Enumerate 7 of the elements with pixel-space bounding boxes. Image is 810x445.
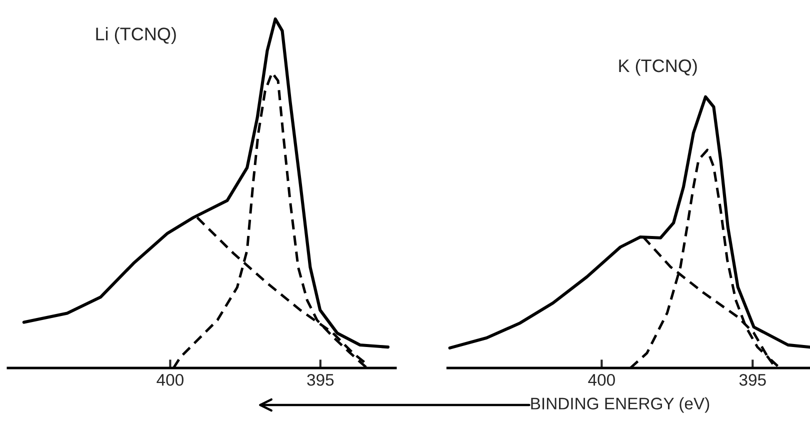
- chart-title: Li (TCNQ): [96, 27, 176, 44]
- x-tick-label: 400: [588, 374, 615, 386]
- x-tick-label: 400: [156, 374, 184, 386]
- x-tick-label: 395: [307, 374, 334, 386]
- x-tick-label: 395: [739, 374, 766, 386]
- x-axis-title: BINDING ENERGY (eV): [531, 397, 710, 413]
- chart-title: K (TCNQ): [619, 58, 697, 76]
